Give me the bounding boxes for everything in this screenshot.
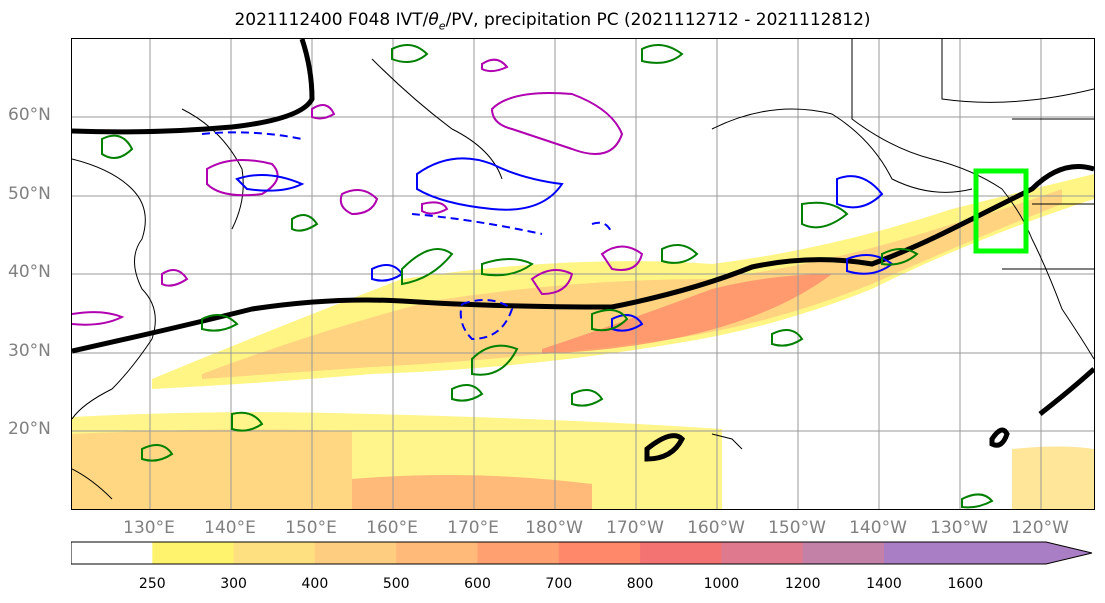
colorbar-tick-label: 800 — [626, 576, 654, 592]
lon-label-130e: 130°E — [123, 518, 175, 538]
lon-label-160e: 160°E — [366, 518, 418, 538]
title-rest: /PV, precipitation PC (2021112712 - 2021… — [445, 10, 871, 30]
lat-label-60n: 60°N — [8, 105, 51, 125]
colorbar-segment — [884, 542, 966, 564]
colorbar-tick-label: 1600 — [947, 576, 984, 592]
lon-label-150e: 150°E — [285, 518, 337, 538]
ivt-shading-south — [72, 412, 1094, 509]
lon-label-170e: 170°E — [447, 518, 499, 538]
colorbar-tick-label: 500 — [382, 576, 410, 592]
title-theta: θ — [428, 10, 439, 30]
ivt-shading-ar — [152, 174, 1094, 389]
figure-title: 2021112400 F048 IVT/θe/PV, precipitation… — [0, 0, 1105, 34]
colorbar-segment — [558, 542, 641, 564]
jet-contour — [72, 39, 1094, 462]
colorbar-segment — [71, 542, 153, 564]
lat-label-50n: 50°N — [8, 184, 51, 204]
lon-label-130w: 130°W — [930, 518, 988, 538]
map-panel — [71, 38, 1095, 510]
lat-label-30n: 30°N — [8, 341, 51, 361]
colorbar-tick-label: 600 — [464, 576, 491, 592]
colorbar — [71, 541, 1093, 565]
lat-label-20n: 20°N — [8, 419, 51, 439]
lon-label-120w: 120°W — [1011, 518, 1069, 538]
graticule — [72, 39, 1094, 509]
colorbar-tick-label: 250 — [138, 576, 166, 592]
map-canvas — [72, 39, 1094, 509]
coastlines — [72, 39, 1094, 500]
lon-label-140e: 140°E — [204, 518, 256, 538]
colorbar-extension — [965, 542, 1092, 564]
colorbar-segment — [396, 542, 478, 564]
colorbar-segment — [233, 542, 316, 564]
colorbar-segment — [152, 542, 235, 564]
colorbar-segment — [802, 542, 885, 564]
lon-label-160w: 160°W — [687, 518, 745, 538]
colorbar-tick-label: 1000 — [703, 576, 740, 592]
title-main: 2021112400 F048 IVT/ — [234, 10, 429, 30]
colorbar-tick-label: 400 — [301, 576, 329, 592]
colorbar-segment — [640, 542, 722, 564]
colorbar-segment — [721, 542, 804, 564]
region-highlight-box — [973, 168, 1029, 254]
colorbar-tick-label: 700 — [545, 576, 573, 592]
colorbar-segment — [314, 542, 397, 564]
colorbar-tick-label: 1200 — [784, 576, 821, 592]
lon-label-180w: 180°W — [525, 518, 583, 538]
colorbar-tick-label: 300 — [220, 576, 247, 592]
lon-label-170w: 170°W — [606, 518, 664, 538]
lon-label-150w: 150°W — [768, 518, 826, 538]
title-theta-subscript: e — [438, 19, 446, 33]
theta-e-contours — [101, 44, 994, 509]
lon-label-140w: 140°W — [849, 518, 907, 538]
lat-label-40n: 40°N — [8, 262, 51, 282]
colorbar-tick-label: 1400 — [866, 576, 902, 592]
colorbar-segment — [477, 542, 560, 564]
pv-positive-contours — [72, 58, 644, 326]
